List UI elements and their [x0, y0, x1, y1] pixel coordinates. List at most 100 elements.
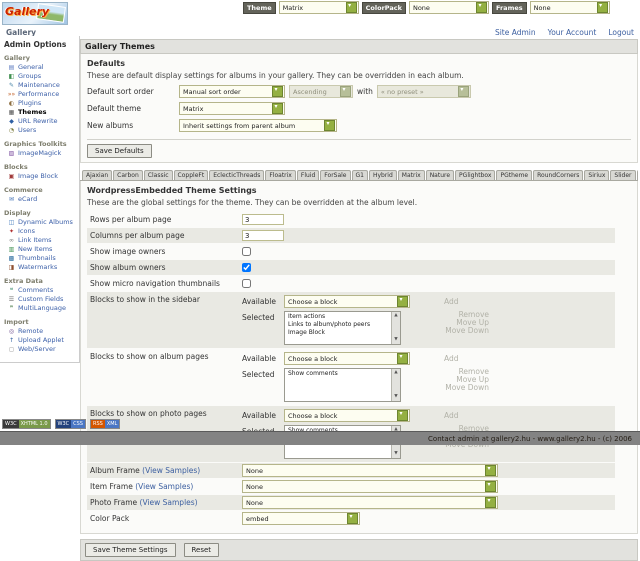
sidebar-item-label: Performance: [18, 90, 60, 98]
logout-link[interactable]: Logout: [608, 27, 634, 37]
sidebar-item-plugins[interactable]: ◐ Plugins: [4, 99, 78, 108]
upload-applet-icon: ↑: [8, 337, 15, 344]
tab-splashbang[interactable]: SplashBang: [636, 170, 638, 180]
page-footer: Contact admin at gallery2.hu - www.galle…: [0, 431, 640, 445]
tab-pglightbox[interactable]: PGlightbox: [455, 170, 496, 180]
tab-nature[interactable]: Nature: [425, 170, 455, 180]
tab-pgtheme[interactable]: PGtheme: [496, 170, 533, 180]
view-samples-link[interactable]: (View Samples): [139, 498, 198, 507]
blocks-to-show-on-album-pages-choose-select[interactable]: Choose a block: [284, 352, 410, 365]
sidebar-group-label: Graphics Toolkits: [4, 140, 67, 148]
tab-roundcorners[interactable]: RoundCorners: [533, 170, 584, 180]
remote-icon: ◎: [8, 328, 15, 335]
tab-ajaxian[interactable]: Ajaxian: [82, 170, 113, 180]
sidebar-item-ecard[interactable]: ✉ eCard: [4, 195, 78, 204]
breadcrumb[interactable]: Gallery: [6, 27, 37, 37]
sidebar-item-users[interactable]: ◔ Users: [4, 126, 78, 135]
chevron-down-icon: [475, 2, 487, 13]
blocks-to-show-in-the-sidebar-selected-listbox[interactable]: Item actions Links to album/photo peers Im…: [284, 311, 401, 345]
tab-slider[interactable]: Slider: [610, 170, 636, 180]
defaults-heading: Defaults: [87, 59, 125, 68]
listbox-option[interactable]: Links to album/photo peers: [288, 321, 371, 328]
listbox-option[interactable]: Item actions: [288, 313, 326, 320]
sidebar-item-label: Icons: [18, 227, 35, 235]
tab-hybrid[interactable]: Hybrid: [368, 170, 397, 180]
your-account-link[interactable]: Your Account: [547, 27, 597, 37]
tab-siriux[interactable]: Siriux: [584, 170, 610, 180]
sidebar-item-remote[interactable]: ◎ Remote: [4, 327, 78, 336]
quick-frames-select[interactable]: None: [529, 1, 610, 14]
show-album-owners-checkbox[interactable]: [242, 263, 251, 272]
sidebar-item-new-items[interactable]: ▥ New Items: [4, 245, 78, 254]
sidebar-item-label: eCard: [18, 195, 38, 203]
tab-floatrix[interactable]: Floatrix: [265, 170, 296, 180]
quick-colorpack-select[interactable]: None: [408, 1, 489, 14]
new-albums-select[interactable]: Inherit settings from parent album: [179, 119, 337, 132]
sidebar-item-imagemagick[interactable]: ▨ ImageMagick: [4, 149, 78, 158]
tab-matrix[interactable]: Matrix: [397, 170, 425, 180]
sidebar-item-url-rewrite[interactable]: ◆ URL Rewrite: [4, 117, 78, 126]
blocks-to-show-on-photo-pages-choose-select[interactable]: Choose a block: [284, 409, 410, 422]
sidebar-item-multilanguage[interactable]: ❞ MultiLanguage: [4, 304, 78, 313]
sidebar-item-upload-applet[interactable]: ↑ Upload Applet: [4, 336, 78, 345]
view-samples-link[interactable]: (View Samples): [135, 482, 194, 491]
tab-classic[interactable]: Classic: [143, 170, 173, 180]
url-rewrite-icon: ◆: [9, 118, 14, 125]
sidebar-item-watermarks[interactable]: ◨ Watermarks: [4, 263, 78, 272]
sidebar-item-dynamic-albums[interactable]: ◫ Dynamic Albums: [4, 218, 78, 227]
site-admin-link[interactable]: Site Admin: [494, 27, 536, 37]
item-frame-select[interactable]: None: [242, 480, 498, 493]
gallery-logo[interactable]: Gallery: [2, 2, 68, 25]
sidebar-item-comments[interactable]: ❝ Comments: [4, 286, 78, 295]
custom-fields-icon: ☰: [8, 296, 15, 303]
rss-badge[interactable]: RSS XML: [89, 419, 121, 429]
sidebar-item-custom-fields[interactable]: ☰ Custom Fields: [4, 295, 78, 304]
rows-per-page-input[interactable]: [242, 214, 284, 225]
sidebar-item-general[interactable]: ▤ General: [4, 63, 78, 72]
save-theme-settings-button[interactable]: Save Theme Settings: [85, 543, 176, 557]
album-frame-select[interactable]: None: [242, 464, 498, 477]
xhtml-badge[interactable]: W3C XHTML 1.0: [2, 419, 51, 429]
tab-g1[interactable]: G1: [351, 170, 368, 180]
blocks-to-show-on-album-pages-selected-listbox[interactable]: Show comments: [284, 368, 401, 402]
settings-row: Show image owners: [87, 244, 615, 259]
scrollbar[interactable]: [391, 369, 400, 401]
css-badge[interactable]: W3C CSS: [54, 419, 86, 429]
tab-forsale[interactable]: ForSale: [320, 170, 351, 180]
sidebar-item-icons[interactable]: ✦ Icons: [4, 227, 78, 236]
listbox-option[interactable]: Image Block: [288, 329, 325, 336]
listbox-option[interactable]: Show comments: [288, 370, 338, 377]
sidebar-item-thumbnails[interactable]: ▩ Thumbnails: [4, 254, 78, 263]
listbox-option[interactable]: Show comments: [288, 427, 390, 435]
sidebar-item-image-block[interactable]: ▣ Image Block: [4, 172, 78, 181]
photo-frame-select[interactable]: None: [242, 496, 498, 509]
sidebar-item-link-items[interactable]: ∞ Link Items: [4, 236, 78, 245]
save-defaults-button[interactable]: Save Defaults: [87, 144, 152, 158]
sidebar-item-maintenance[interactable]: ✎ Maintenance: [4, 81, 78, 90]
sidebar-item-label: Custom Fields: [18, 295, 64, 303]
sidebar-item-themes[interactable]: ▦ Themes: [4, 108, 78, 117]
tab-eclecticthreads[interactable]: EclecticThreads: [209, 170, 265, 180]
sidebar-item-label: Image Block: [18, 172, 59, 180]
show-micro-navigation-thumbnails-checkbox[interactable]: [242, 279, 251, 288]
default-theme-select[interactable]: Matrix: [179, 102, 285, 115]
admin-sidebar: Admin Options Gallery ▤ General ◧ Groups ✎ Mai…: [0, 36, 80, 363]
scrollbar[interactable]: [391, 312, 400, 344]
tab-coppleft[interactable]: CoppleFt: [173, 170, 209, 180]
multilanguage-icon: ❞: [9, 305, 14, 312]
quick-theme-select[interactable]: Matrix: [278, 1, 359, 14]
reset-button[interactable]: Reset: [183, 543, 220, 557]
sidebar-item-label: Plugins: [18, 99, 42, 107]
sidebar-item-groups[interactable]: ◧ Groups: [4, 72, 78, 81]
sidebar-item-performance[interactable]: »» Performance: [4, 90, 78, 99]
sidebar-item-web-server[interactable]: ◻ Web/Server: [4, 345, 78, 354]
show-image-owners-checkbox[interactable]: [242, 247, 251, 256]
tab-carbon[interactable]: Carbon: [113, 170, 143, 180]
color-pack-select[interactable]: embed: [242, 512, 360, 525]
default-sort-order-select[interactable]: Manual sort order: [179, 85, 285, 98]
blocks-to-show-in-the-sidebar-choose-select[interactable]: Choose a block: [284, 295, 410, 308]
columns-per-page-input[interactable]: [242, 230, 284, 241]
view-samples-link[interactable]: (View Samples): [142, 466, 201, 475]
sort-preset-select: « no preset »: [376, 85, 471, 98]
tab-fluid[interactable]: Fluid: [296, 170, 320, 180]
